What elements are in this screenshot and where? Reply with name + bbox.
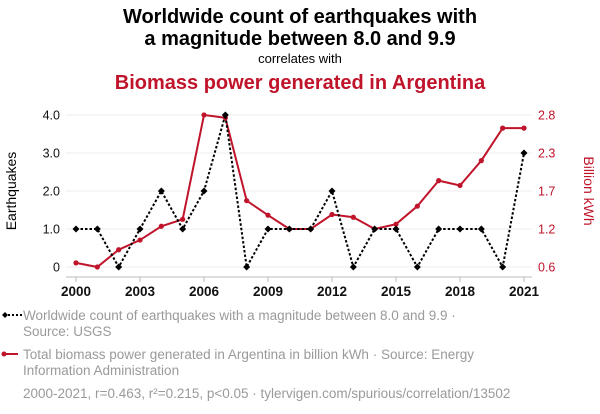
biomass-point bbox=[94, 264, 100, 270]
earthquakes-point bbox=[221, 111, 229, 119]
y2-tick-label: 1.7 bbox=[538, 185, 555, 199]
series-earthquakes bbox=[72, 111, 528, 271]
biomass-point bbox=[116, 247, 122, 253]
y-tick-label: 0 bbox=[53, 261, 60, 275]
legend-marker-biomass bbox=[1, 351, 7, 357]
x-tick-label: 2006 bbox=[189, 284, 220, 299]
biomass-point bbox=[414, 203, 420, 209]
biomass-point bbox=[457, 182, 463, 189]
x-tick-label: 2018 bbox=[445, 284, 476, 299]
y-tick-label: 4.0 bbox=[43, 109, 60, 123]
earthquakes-point bbox=[179, 225, 187, 233]
biomass-point bbox=[201, 112, 207, 118]
earthquakes-point bbox=[413, 263, 421, 271]
earthquakes-point bbox=[285, 225, 293, 233]
legend-marker-earthquakes bbox=[2, 312, 8, 318]
earthquakes-point bbox=[349, 263, 357, 271]
earthquakes-point bbox=[371, 225, 379, 233]
chart-title-2: Biomass power generated in Argentina bbox=[115, 72, 486, 94]
biomass-point bbox=[521, 125, 527, 131]
biomass-point bbox=[500, 125, 506, 131]
biomass-point bbox=[329, 211, 335, 218]
biomass-point bbox=[265, 212, 271, 218]
legend: Worldwide count of earthquakes with a ma… bbox=[1, 308, 474, 378]
chart-title-line2: a magnitude between 8.0 and 9.9 bbox=[144, 28, 455, 50]
earthquakes-point bbox=[115, 263, 123, 271]
y-tick-label: 3.0 bbox=[43, 147, 60, 161]
x-axis-ticks: 2000 2003 2006 2009 2012 2015 2018 2021 bbox=[61, 277, 540, 299]
y2-tick-label: 2.8 bbox=[538, 109, 555, 123]
legend-label-earthquakes-line1: Worldwide count of earthquakes with a ma… bbox=[23, 308, 456, 323]
earthquakes-point bbox=[243, 263, 251, 271]
y2-axis-label: Billion kWh bbox=[581, 156, 597, 225]
footer-stats: 2000-2021, r=0.463, r²=0.215, p<0.05 · t… bbox=[23, 386, 510, 401]
earthquakes-point bbox=[136, 225, 144, 233]
biomass-point bbox=[393, 221, 399, 227]
y-axis-label: Earthquakes bbox=[3, 152, 19, 231]
earthquakes-point bbox=[157, 187, 165, 195]
x-tick-label: 2012 bbox=[317, 284, 347, 299]
legend-label-biomass-line1: Total biomass power generated in Argenti… bbox=[23, 347, 474, 362]
earthquakes-point bbox=[456, 225, 464, 233]
earthquakes-point bbox=[200, 187, 208, 195]
biomass-point bbox=[436, 178, 442, 184]
y2-tick-label: 2.3 bbox=[538, 147, 555, 161]
biomass-point bbox=[180, 216, 186, 222]
earthquakes-point bbox=[477, 225, 485, 233]
x-tick-label: 2021 bbox=[509, 284, 540, 299]
earthquakes-point bbox=[392, 225, 400, 233]
earthquakes-point bbox=[264, 225, 272, 233]
earthquakes-line bbox=[76, 114, 525, 271]
earthquakes-point bbox=[307, 225, 315, 233]
legend-label-earthquakes-line2: Source: USGS bbox=[23, 324, 112, 339]
earthquakes-point bbox=[499, 263, 507, 271]
earthquakes-point bbox=[328, 187, 336, 195]
y2-axis-ticks: 0.6 1.2 1.7 2.3 2.8 bbox=[538, 109, 555, 275]
legend-label-biomass-line2: Information Administration bbox=[23, 363, 179, 378]
gridlines bbox=[66, 114, 532, 268]
x-tick-label: 2009 bbox=[253, 284, 283, 299]
y-axis-ticks: 0 1.0 2.0 3.0 4.0 bbox=[43, 109, 60, 275]
biomass-point bbox=[350, 214, 356, 220]
biomass-point bbox=[158, 223, 164, 229]
chart-title-line1: Worldwide count of earthquakes with bbox=[123, 6, 477, 28]
biomass-line bbox=[75, 113, 524, 269]
x-tick-label: 2000 bbox=[61, 284, 91, 299]
y2-tick-label: 1.2 bbox=[538, 223, 555, 237]
correlates-text: correlates with bbox=[258, 51, 342, 66]
x-tick-label: 2003 bbox=[125, 284, 156, 299]
x-tick-label: 2015 bbox=[381, 284, 412, 299]
biomass-point bbox=[137, 237, 143, 243]
earthquakes-point bbox=[93, 225, 101, 233]
earthquakes-point bbox=[435, 225, 443, 233]
y2-tick-label: 0.6 bbox=[538, 261, 555, 275]
biomass-point bbox=[73, 260, 79, 266]
y-tick-label: 1.0 bbox=[43, 223, 60, 237]
biomass-point bbox=[478, 158, 484, 164]
biomass-point bbox=[244, 198, 250, 204]
earthquakes-point bbox=[72, 225, 80, 233]
y-tick-label: 2.0 bbox=[43, 185, 60, 199]
earthquakes-point bbox=[520, 149, 528, 157]
